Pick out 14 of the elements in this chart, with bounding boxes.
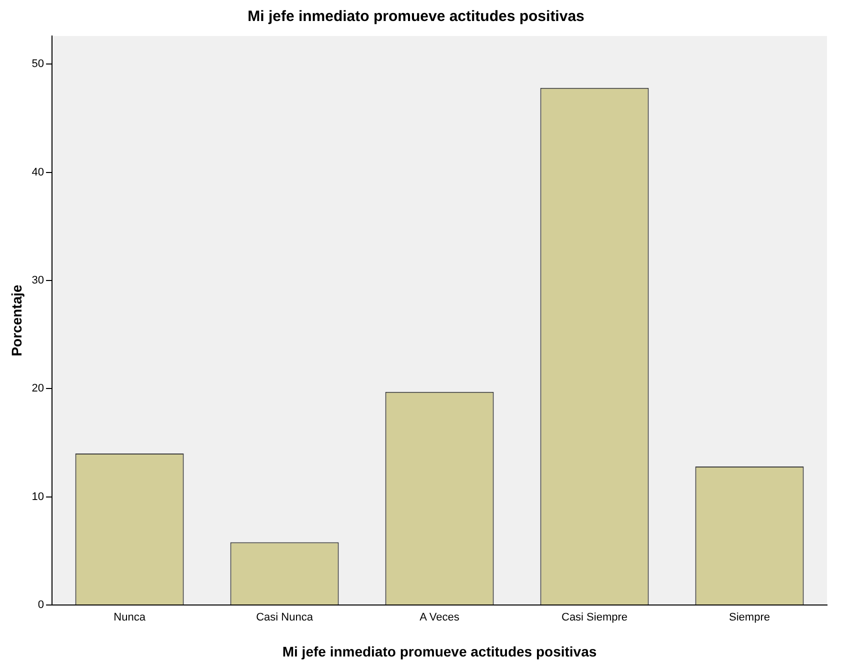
- y-tick-label: 40: [32, 166, 44, 178]
- y-tick-label: 10: [32, 490, 44, 503]
- x-tick-label: Casi Siempre: [561, 612, 628, 624]
- x-tick-label: Nunca: [114, 612, 146, 624]
- y-tick-label: 50: [32, 58, 44, 70]
- y-tick-label: 30: [32, 274, 44, 287]
- y-tick-label: 20: [32, 382, 44, 395]
- x-axis-title: Mi jefe inmediato promueve actitudes positivas: [282, 643, 597, 660]
- chart-title: Mi jefe inmediato promueve actitudes positivas: [248, 8, 584, 26]
- x-tick-label: Casi Nunca: [256, 612, 314, 624]
- x-tick-label: Siempre: [729, 612, 770, 624]
- y-tick-label: 0: [38, 599, 44, 612]
- x-tick-label: A Veces: [420, 612, 460, 624]
- y-axis-title: Porcentaje: [8, 284, 24, 356]
